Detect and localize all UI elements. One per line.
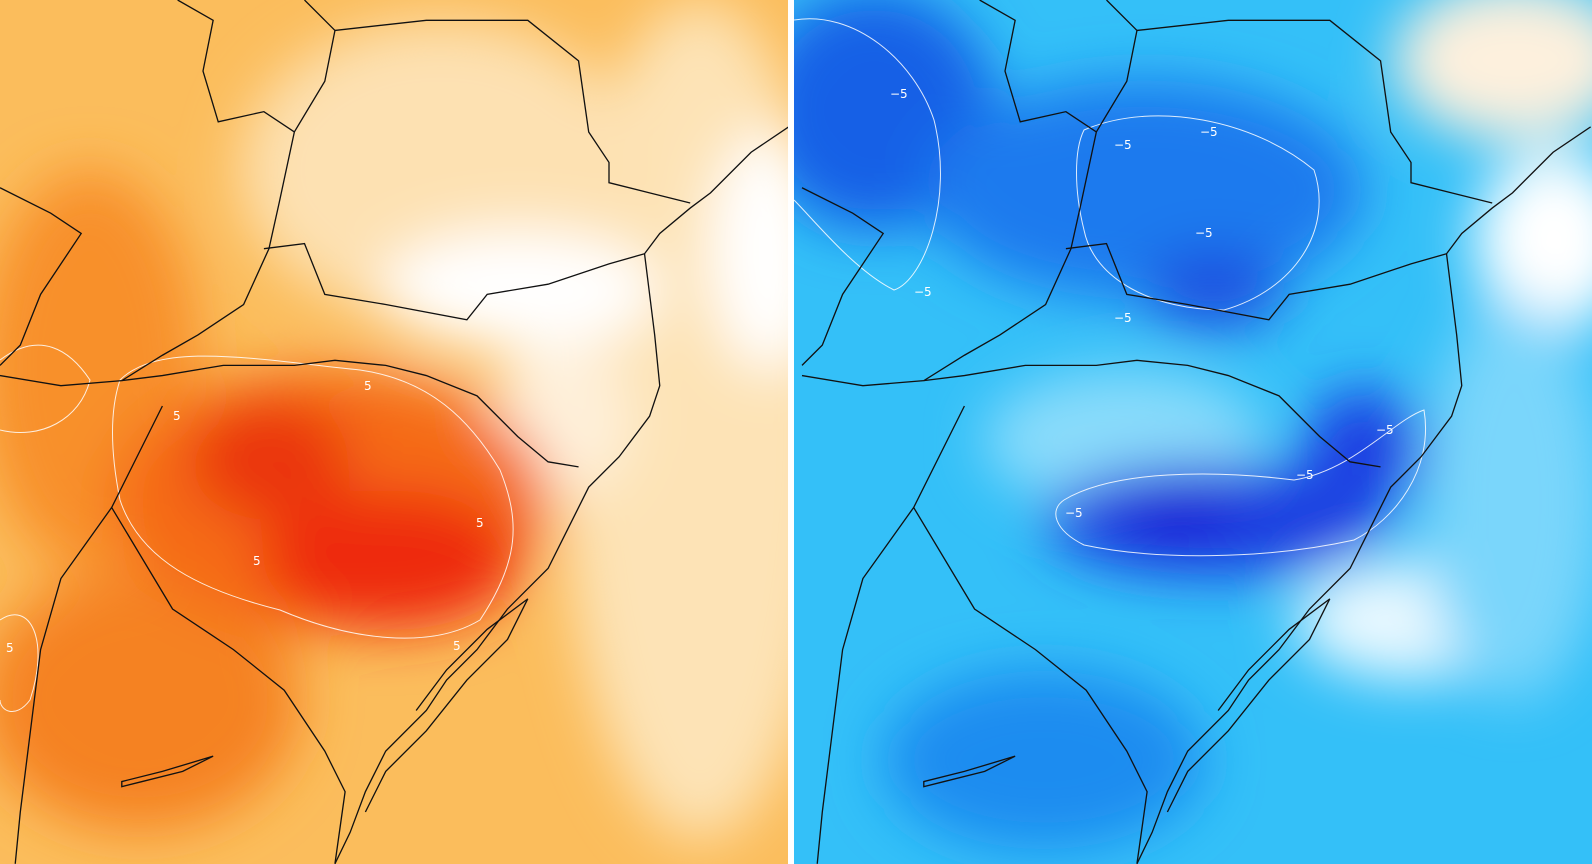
contour-label: −5	[890, 87, 908, 101]
coastline	[334, 126, 788, 864]
contour-label: −5	[914, 285, 932, 299]
contour-label: 5	[173, 409, 181, 423]
lagoon-shore	[364, 598, 529, 813]
state-border	[801, 0, 1138, 387]
state-border	[1136, 19, 1493, 204]
contour-label: −5	[1065, 506, 1083, 520]
contour-labels: −5 −5 −5 −5 −5 −5 −5 −5 −5	[890, 87, 1394, 520]
contour-label: −5	[1114, 311, 1132, 325]
anomaly-field	[0, 0, 788, 840]
borders	[801, 0, 1592, 864]
lake	[923, 755, 1016, 788]
contour-lines	[794, 18, 1426, 557]
country-border	[801, 187, 885, 366]
warm-anomaly-map-panel: 5 5 5 5 5 5	[0, 0, 788, 864]
contour-label: −5	[1296, 468, 1314, 482]
contour-lines	[0, 344, 514, 712]
contour-label: 5	[253, 554, 261, 568]
warm-anomaly-map: 5 5 5 5 5 5	[0, 0, 788, 864]
panel-divider	[788, 0, 794, 864]
country-border	[979, 0, 1097, 133]
contour-label: −5	[1195, 226, 1213, 240]
country-border	[111, 507, 346, 864]
state-border	[1065, 242, 1447, 321]
contour-label: 5	[6, 641, 14, 655]
state-border	[334, 19, 691, 204]
state-border	[121, 359, 579, 468]
contour-label: 5	[476, 516, 484, 530]
contour-label: −5	[1114, 138, 1132, 152]
cold-anomaly-map: −5 −5 −5 −5 −5 −5 −5 −5 −5	[794, 0, 1592, 864]
contour-label: −5	[1376, 423, 1394, 437]
state-border	[263, 242, 645, 321]
state-border	[923, 359, 1381, 468]
contour-labels: 5 5 5 5 5 5	[6, 379, 484, 655]
country-border	[0, 187, 83, 366]
contour-label: 5	[453, 639, 461, 653]
lagoon-shore	[1166, 598, 1331, 813]
state-border	[0, 0, 336, 387]
contour-label: −5	[1200, 125, 1218, 139]
cold-anomaly-map-panel: −5 −5 −5 −5 −5 −5 −5 −5 −5	[794, 0, 1592, 864]
country-border	[177, 0, 295, 133]
borders	[0, 0, 788, 864]
lake	[121, 755, 214, 788]
coastline	[1136, 126, 1592, 864]
contour-label: 5	[364, 379, 372, 393]
country-border	[913, 507, 1148, 864]
anomaly-field	[794, 0, 1592, 850]
